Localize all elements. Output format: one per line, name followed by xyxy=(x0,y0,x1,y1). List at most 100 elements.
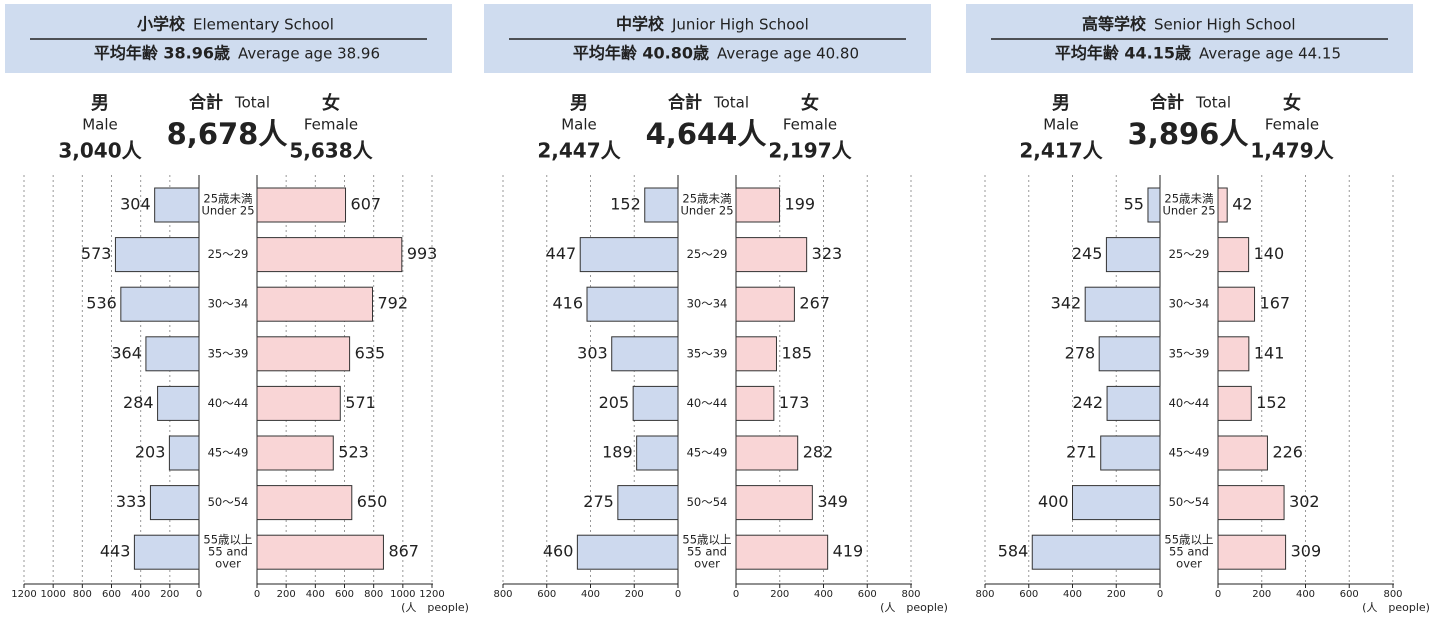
category-label: 40～44 xyxy=(1169,396,1210,410)
male-bar xyxy=(1072,485,1161,521)
female-bar xyxy=(735,286,795,322)
male-label-en: Male xyxy=(82,116,118,134)
female-value: 226 xyxy=(1272,443,1303,462)
subtitle-en: Average age 40.80 xyxy=(717,45,859,63)
female-value: 867 xyxy=(388,542,419,561)
x-tick-label: 400 xyxy=(581,589,600,600)
male-value: 203 xyxy=(135,443,166,462)
male-total: 2,417人 xyxy=(1019,139,1103,163)
x-tick-label: 600 xyxy=(335,589,354,600)
female-total: 2,197人 xyxy=(768,139,852,163)
female-bar xyxy=(735,485,813,521)
female-bar xyxy=(256,385,341,421)
total: 3,896人 xyxy=(1128,117,1249,151)
female-total: 1,479人 xyxy=(1250,139,1334,163)
x-tick-label: 600 xyxy=(1340,589,1359,600)
x-tick-label: 200 xyxy=(277,589,296,600)
female-label-en: Female xyxy=(783,116,837,134)
category-label: Under 25 xyxy=(680,204,733,218)
x-tick-label: 400 xyxy=(814,589,833,600)
male-bar xyxy=(617,485,679,521)
category-label: 45～49 xyxy=(687,446,728,460)
x-tick-label: 800 xyxy=(975,589,994,600)
x-tick-label: 800 xyxy=(73,589,92,600)
male-bar xyxy=(576,534,679,570)
total: 8,678人 xyxy=(167,117,288,151)
male-bar xyxy=(149,485,200,521)
female-bar xyxy=(256,485,353,521)
female-value: 993 xyxy=(407,244,438,263)
x-tick-label: 800 xyxy=(493,589,512,600)
female-value: 607 xyxy=(351,195,382,214)
male-bar xyxy=(1106,385,1161,421)
female-value: 323 xyxy=(812,244,843,263)
category-label: 30～34 xyxy=(687,297,728,311)
male-value: 460 xyxy=(543,542,574,561)
male-value: 416 xyxy=(552,294,583,313)
category-label: 55 and xyxy=(208,545,248,559)
male-bar xyxy=(168,435,200,471)
subtitle-en: Average age 44.15 xyxy=(1199,45,1341,63)
female-value: 571 xyxy=(345,393,376,412)
male-bar xyxy=(120,286,200,322)
female-bar xyxy=(256,435,334,471)
total-name-en: Total xyxy=(1195,94,1231,112)
unit-label: (人 people) xyxy=(1362,601,1430,614)
female-bar xyxy=(256,286,373,322)
category-label: 50～54 xyxy=(1169,495,1210,509)
x-tick-label: 600 xyxy=(537,589,556,600)
male-label-en: Male xyxy=(561,116,597,134)
subtitle: 平均年齢 38.96歳 xyxy=(94,44,230,63)
female-bar xyxy=(735,534,829,570)
x-tick-label: 800 xyxy=(364,589,383,600)
category-label: 50～54 xyxy=(687,495,728,509)
female-bar xyxy=(1217,286,1256,322)
x-tick-label: 600 xyxy=(1019,589,1038,600)
category-label: 35～39 xyxy=(687,346,728,360)
female-label: 女 xyxy=(322,92,340,114)
male-bar xyxy=(586,286,679,322)
female-bar xyxy=(1217,187,1228,223)
female-bar xyxy=(1217,485,1285,521)
female-bar xyxy=(1217,336,1250,372)
x-tick-label: 400 xyxy=(306,589,325,600)
x-tick-label: 1200 xyxy=(11,589,36,600)
male-value: 304 xyxy=(120,195,151,214)
female-bar xyxy=(1217,385,1252,421)
female-bar xyxy=(735,385,775,421)
x-tick-label: 400 xyxy=(1296,589,1315,600)
male-value: 333 xyxy=(116,492,147,511)
title-en: Senior High School xyxy=(1154,16,1296,34)
subtitle: 平均年齢 44.15歳 xyxy=(1055,44,1191,63)
x-tick-label: 1000 xyxy=(40,589,65,600)
female-label: 女 xyxy=(801,92,819,114)
x-tick-label: 800 xyxy=(1383,589,1402,600)
female-label-en: Female xyxy=(304,116,358,134)
male-label: 男 xyxy=(91,93,109,114)
male-bar xyxy=(611,336,679,372)
female-value: 42 xyxy=(1232,195,1252,214)
female-bar xyxy=(256,336,351,372)
category-label: 55 and xyxy=(687,545,727,559)
male-value: 205 xyxy=(599,393,630,412)
x-tick-label: 0 xyxy=(733,589,739,600)
female-value: 419 xyxy=(833,542,864,561)
female-value: 635 xyxy=(355,343,386,362)
male-value: 278 xyxy=(1065,343,1096,362)
male-bar xyxy=(1105,237,1161,273)
category-label: over xyxy=(215,557,241,571)
x-tick-label: 200 xyxy=(1107,589,1126,600)
female-value: 185 xyxy=(781,343,812,362)
male-bar xyxy=(154,187,200,223)
subtitle-en: Average age 38.96 xyxy=(238,45,380,63)
title: 中学校 xyxy=(616,15,665,34)
category-label: Under 25 xyxy=(1162,204,1215,218)
category-label: 25～29 xyxy=(687,247,728,261)
unit-label: (人 people) xyxy=(880,601,948,614)
category-label: 50～54 xyxy=(208,495,249,509)
female-label: 女 xyxy=(1283,92,1301,114)
female-bar xyxy=(735,237,808,273)
male-value: 400 xyxy=(1038,492,1069,511)
female-bar xyxy=(1217,534,1287,570)
